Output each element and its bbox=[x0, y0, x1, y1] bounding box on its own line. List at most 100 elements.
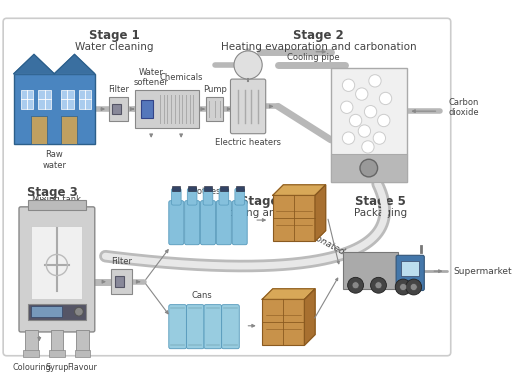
Text: Stage 5: Stage 5 bbox=[355, 195, 406, 208]
FancyBboxPatch shape bbox=[111, 269, 132, 294]
Circle shape bbox=[400, 284, 407, 291]
Circle shape bbox=[348, 277, 364, 293]
FancyBboxPatch shape bbox=[204, 305, 222, 349]
Text: Water
softener: Water softener bbox=[134, 68, 168, 87]
Text: Cooling pipe: Cooling pipe bbox=[287, 53, 339, 62]
Text: Carbonated water: Carbonated water bbox=[295, 224, 371, 270]
FancyBboxPatch shape bbox=[220, 186, 228, 191]
Text: Stage 1: Stage 1 bbox=[89, 29, 140, 43]
FancyBboxPatch shape bbox=[3, 18, 451, 356]
Circle shape bbox=[369, 75, 381, 87]
Circle shape bbox=[343, 132, 355, 144]
FancyBboxPatch shape bbox=[25, 330, 37, 353]
Polygon shape bbox=[305, 289, 315, 345]
Text: Filter: Filter bbox=[111, 257, 132, 266]
Circle shape bbox=[371, 277, 387, 293]
FancyBboxPatch shape bbox=[76, 330, 89, 353]
FancyBboxPatch shape bbox=[24, 349, 39, 357]
Text: Syrup: Syrup bbox=[45, 363, 69, 372]
Text: Packaging: Packaging bbox=[354, 208, 407, 218]
FancyBboxPatch shape bbox=[38, 90, 51, 109]
Circle shape bbox=[362, 141, 374, 153]
Circle shape bbox=[375, 282, 382, 289]
Circle shape bbox=[352, 282, 359, 289]
Circle shape bbox=[355, 88, 368, 100]
FancyBboxPatch shape bbox=[115, 276, 124, 287]
Circle shape bbox=[75, 307, 83, 316]
Circle shape bbox=[340, 101, 353, 113]
FancyBboxPatch shape bbox=[113, 104, 121, 114]
FancyBboxPatch shape bbox=[169, 201, 184, 245]
Text: Bottles: Bottles bbox=[191, 187, 221, 196]
Text: Mixing: Mixing bbox=[35, 199, 70, 209]
Circle shape bbox=[373, 132, 386, 144]
FancyBboxPatch shape bbox=[331, 154, 407, 182]
Text: Stage 3: Stage 3 bbox=[27, 186, 78, 199]
Text: Heating evaporation and carbonation: Heating evaporation and carbonation bbox=[221, 42, 416, 52]
Polygon shape bbox=[315, 185, 326, 241]
Circle shape bbox=[406, 279, 422, 295]
FancyBboxPatch shape bbox=[186, 305, 204, 349]
Text: Supermarket: Supermarket bbox=[454, 267, 512, 276]
Text: Flavour: Flavour bbox=[68, 363, 97, 372]
FancyBboxPatch shape bbox=[331, 68, 407, 182]
Text: Stage 4: Stage 4 bbox=[240, 195, 291, 208]
Text: Pump: Pump bbox=[203, 85, 226, 94]
FancyBboxPatch shape bbox=[28, 304, 86, 320]
Circle shape bbox=[358, 125, 371, 137]
Circle shape bbox=[379, 92, 392, 104]
Text: Water cleaning: Water cleaning bbox=[75, 42, 154, 52]
Text: Filter: Filter bbox=[108, 85, 129, 94]
FancyBboxPatch shape bbox=[169, 305, 186, 349]
FancyBboxPatch shape bbox=[31, 116, 47, 144]
FancyBboxPatch shape bbox=[51, 330, 63, 353]
FancyBboxPatch shape bbox=[235, 188, 245, 205]
FancyBboxPatch shape bbox=[273, 195, 315, 241]
Text: Chemicals: Chemicals bbox=[159, 73, 203, 82]
FancyBboxPatch shape bbox=[204, 186, 212, 191]
FancyBboxPatch shape bbox=[206, 97, 223, 122]
Text: Filtering and filling: Filtering and filling bbox=[217, 208, 314, 218]
FancyBboxPatch shape bbox=[28, 200, 86, 211]
FancyBboxPatch shape bbox=[343, 252, 398, 289]
FancyBboxPatch shape bbox=[61, 116, 77, 144]
Text: Stage 2: Stage 2 bbox=[293, 29, 344, 43]
Polygon shape bbox=[262, 289, 315, 300]
FancyBboxPatch shape bbox=[49, 349, 65, 357]
FancyBboxPatch shape bbox=[135, 90, 199, 128]
FancyBboxPatch shape bbox=[203, 188, 213, 205]
FancyBboxPatch shape bbox=[14, 74, 95, 144]
FancyBboxPatch shape bbox=[188, 186, 196, 191]
Polygon shape bbox=[14, 55, 54, 74]
FancyBboxPatch shape bbox=[401, 260, 419, 276]
FancyBboxPatch shape bbox=[79, 90, 91, 109]
FancyBboxPatch shape bbox=[187, 188, 197, 205]
Text: Mixing tank: Mixing tank bbox=[32, 195, 81, 204]
FancyBboxPatch shape bbox=[262, 300, 305, 345]
Circle shape bbox=[349, 114, 362, 127]
FancyBboxPatch shape bbox=[236, 186, 244, 191]
Circle shape bbox=[410, 284, 417, 291]
FancyBboxPatch shape bbox=[219, 188, 229, 205]
FancyBboxPatch shape bbox=[19, 207, 95, 332]
Text: Carbon
dioxide: Carbon dioxide bbox=[449, 98, 480, 117]
FancyBboxPatch shape bbox=[141, 100, 153, 118]
Text: Cans: Cans bbox=[191, 291, 212, 300]
FancyBboxPatch shape bbox=[185, 201, 200, 245]
FancyBboxPatch shape bbox=[230, 79, 266, 134]
FancyBboxPatch shape bbox=[201, 201, 216, 245]
Circle shape bbox=[360, 159, 378, 177]
FancyBboxPatch shape bbox=[61, 90, 74, 109]
FancyBboxPatch shape bbox=[21, 90, 33, 109]
FancyBboxPatch shape bbox=[31, 307, 62, 317]
Circle shape bbox=[234, 51, 262, 79]
FancyBboxPatch shape bbox=[172, 188, 181, 205]
Text: Electric heaters: Electric heaters bbox=[215, 138, 281, 147]
Text: Colouring: Colouring bbox=[12, 363, 51, 372]
FancyBboxPatch shape bbox=[31, 226, 82, 300]
FancyBboxPatch shape bbox=[232, 201, 247, 245]
FancyBboxPatch shape bbox=[222, 305, 239, 349]
Circle shape bbox=[365, 106, 377, 118]
Polygon shape bbox=[273, 185, 326, 195]
FancyBboxPatch shape bbox=[109, 97, 129, 122]
